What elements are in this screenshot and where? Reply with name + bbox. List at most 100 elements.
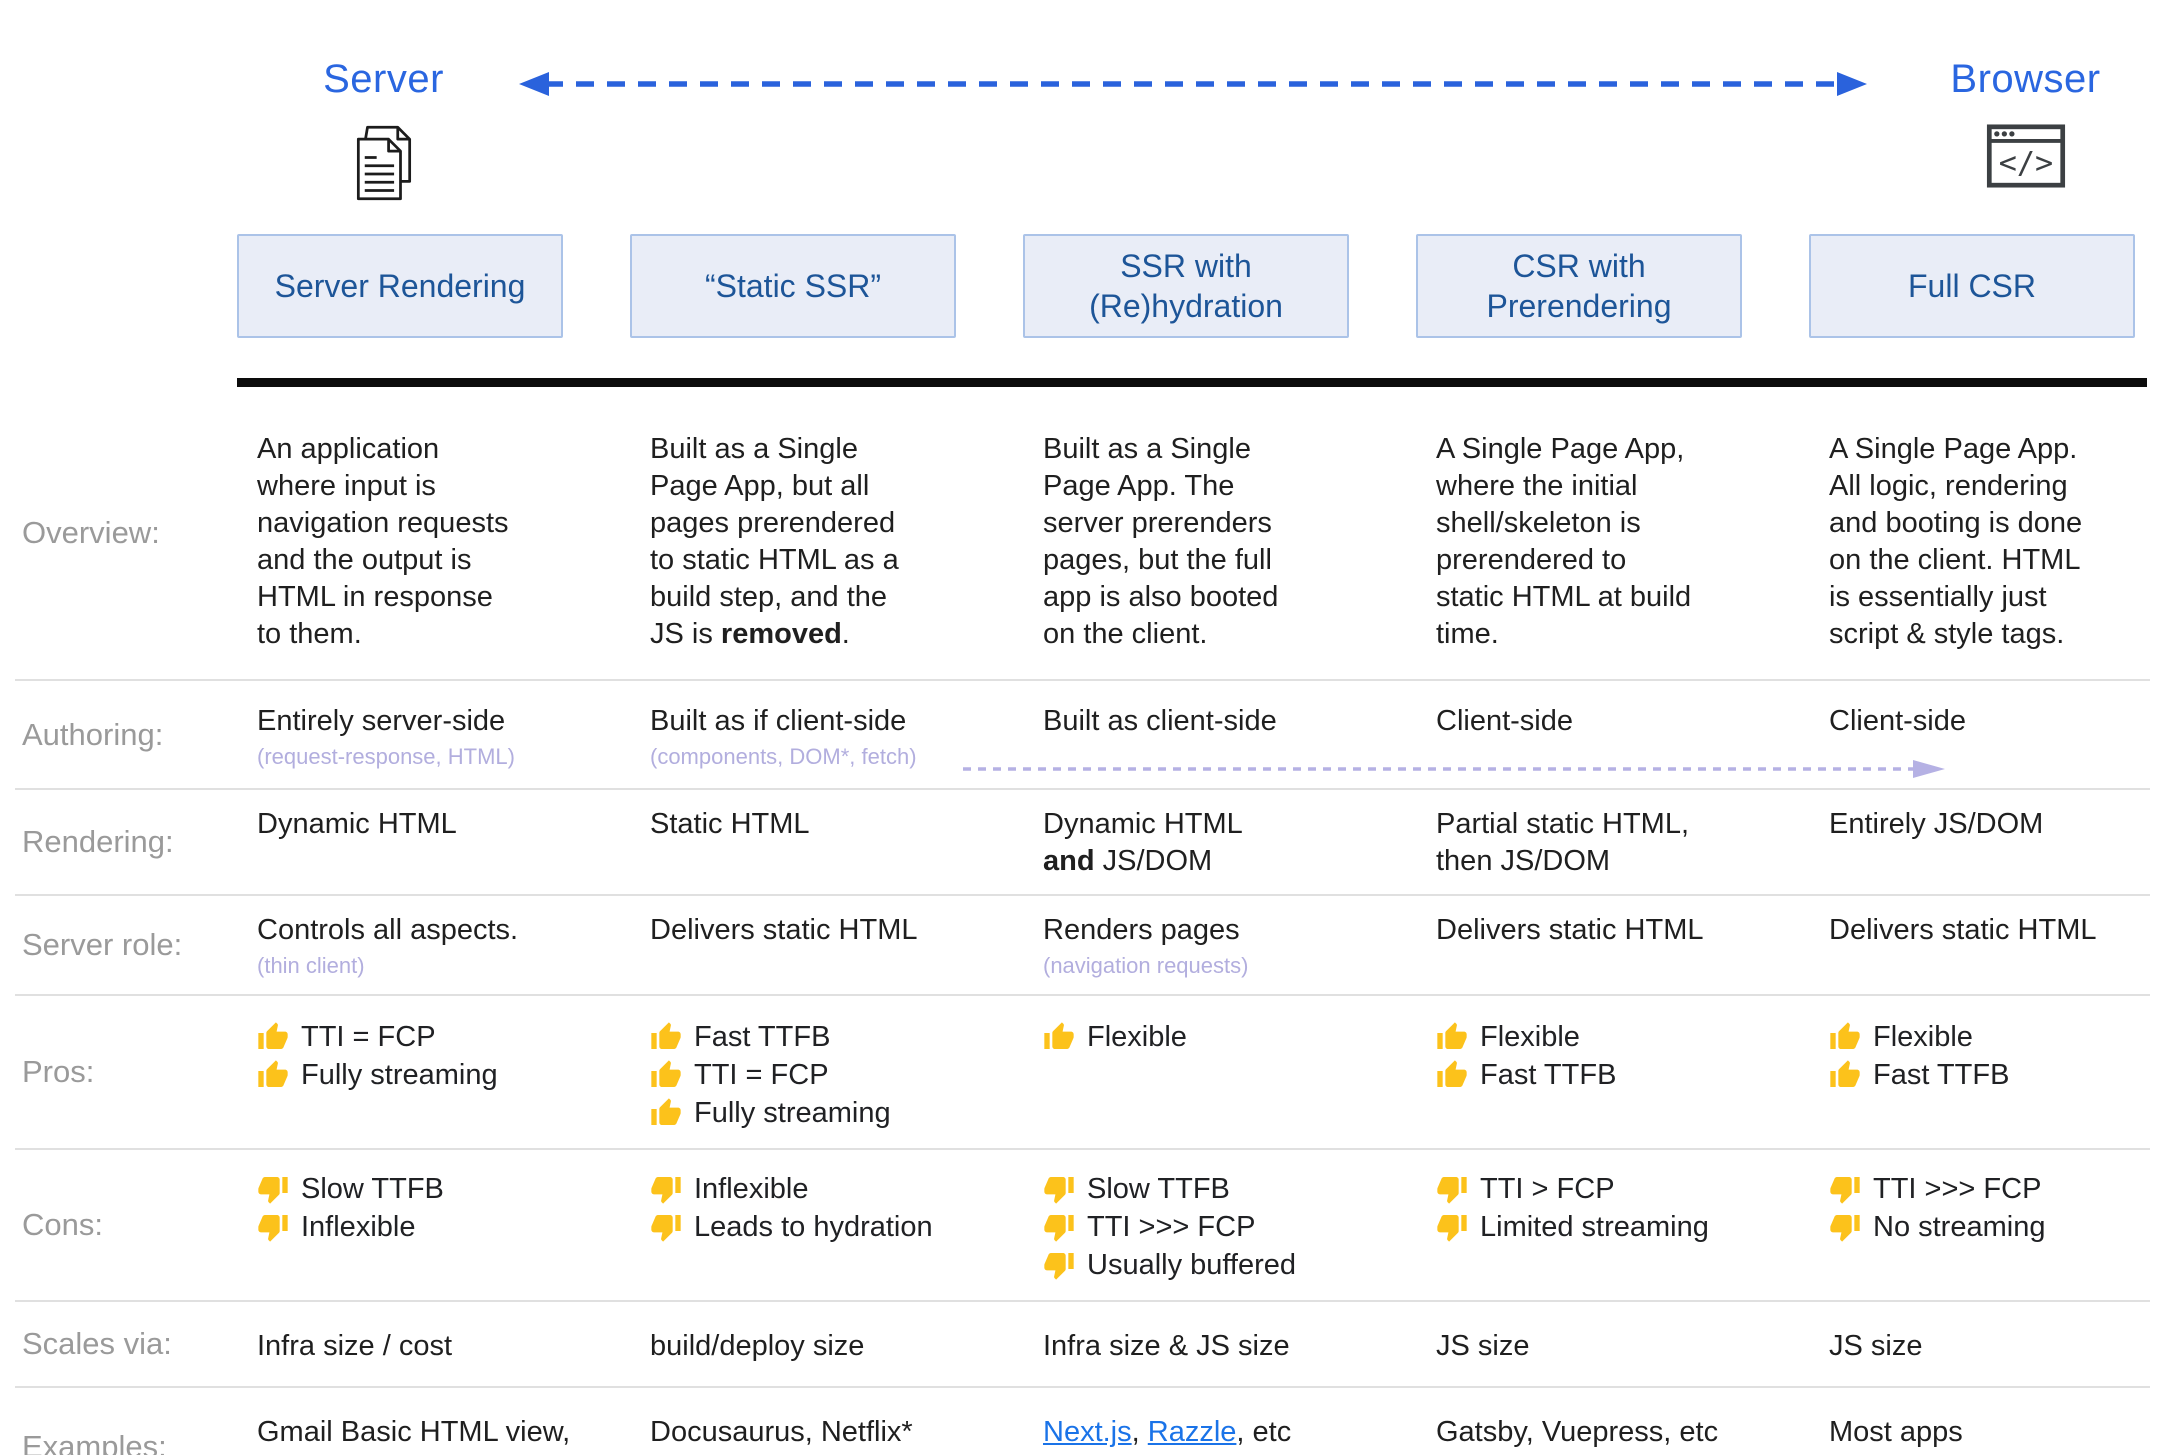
thumbs-up-icon	[258, 1060, 288, 1087]
examples-static-ssr: Docusaurus, Netflix*	[650, 1416, 913, 1448]
thumbs-up-icon	[258, 1022, 288, 1049]
scales-full-csr: JS size	[1829, 1330, 1923, 1362]
pro-item: Fully streaming	[257, 1058, 588, 1092]
thumbs-down-icon	[1437, 1215, 1467, 1242]
thumbs-down-icon	[651, 1215, 681, 1242]
rendering-full-csr: Entirely JS/DOM	[1829, 808, 2044, 840]
row-label-pros: Pros:	[22, 1054, 95, 1089]
pro-item: Flexible	[1829, 1020, 2108, 1054]
authoring-static-ssr: Built as if client-side	[650, 705, 907, 737]
nextjs-link[interactable]: Next.js	[1043, 1416, 1132, 1448]
pro-item: TTI = FCP	[257, 1020, 588, 1054]
thumbs-down-icon	[1044, 1215, 1074, 1242]
con-item: TTI > FCP	[1436, 1172, 1767, 1206]
rendering-server-rendering: Dynamic HTML	[257, 808, 457, 840]
pro-item: Fast TTFB	[1829, 1058, 2108, 1092]
column-header-csr-prerendering: CSR with Prerendering	[1416, 234, 1742, 338]
axis-row: Server Browser </>	[15, 0, 2150, 202]
thumbs-down-icon	[1437, 1177, 1467, 1204]
authoring-static-ssr-note: (components, DOM*, fetch)	[650, 744, 917, 769]
con-item: Limited streaming	[1436, 1210, 1767, 1244]
pro-item: Fast TTFB	[650, 1020, 981, 1054]
column-header-server-rendering: Server Rendering	[237, 234, 563, 338]
authoring-full-csr: Client-side	[1829, 705, 1966, 737]
examples-row: Examples: Gmail Basic HTML view, Hacker …	[15, 1388, 2150, 1455]
thumbs-down-icon	[1044, 1177, 1074, 1204]
examples-csr-prerendering: Gatsby, Vuepress, etc	[1436, 1416, 1719, 1448]
row-label-authoring: Authoring:	[22, 716, 164, 752]
server-browser-axis-arrow	[519, 72, 1867, 96]
examples-server-rendering: Gmail Basic HTML view, Hacker News	[257, 1416, 571, 1455]
rendering-static-ssr: Static HTML	[650, 808, 810, 840]
con-item: No streaming	[1829, 1210, 2108, 1244]
column-header-ssr-rehydration: SSR with (Re)hydration	[1023, 234, 1349, 338]
con-item: Inflexible	[257, 1210, 588, 1244]
thumbs-down-icon	[258, 1177, 288, 1204]
con-item: TTI >>> FCP	[1829, 1172, 2108, 1206]
pro-item: TTI = FCP	[650, 1058, 981, 1092]
scales-server-rendering: Infra size / cost	[257, 1330, 453, 1362]
rendering-csr-prerendering: Partial static HTML, then JS/DOM	[1436, 808, 1689, 877]
row-label-cons: Cons:	[22, 1207, 103, 1242]
thumbs-down-icon	[1044, 1253, 1074, 1280]
thumbs-up-icon	[1044, 1022, 1074, 1049]
server-role-static-ssr: Delivers static HTML	[650, 914, 918, 946]
thumbs-up-icon	[1437, 1060, 1467, 1087]
con-item: Leads to hydration	[650, 1210, 981, 1244]
overview-static-ssr: Built as a Single Page App, but all page…	[650, 433, 899, 650]
server-role-row: Server role: Controls all aspects. (thin…	[15, 896, 2150, 996]
pro-item: Flexible	[1043, 1020, 1374, 1054]
rendering-ssr-rehydration: Dynamic HTML and JS/DOM	[1043, 808, 1243, 877]
authoring-csr-prerendering: Client-side	[1436, 705, 1573, 737]
server-role-csr-prerendering: Delivers static HTML	[1436, 914, 1704, 946]
overview-server-rendering: An application where input is navigation…	[257, 433, 509, 650]
con-item: Inflexible	[650, 1172, 981, 1206]
thumbs-down-icon	[651, 1177, 681, 1204]
thumbs-down-icon	[258, 1215, 288, 1242]
server-role-server-rendering-note: (thin client)	[257, 953, 365, 978]
row-label-overview: Overview:	[22, 515, 160, 550]
table-top-rule	[237, 378, 2147, 387]
con-item: TTI >>> FCP	[1043, 1210, 1374, 1244]
thumbs-up-icon	[1830, 1022, 1860, 1049]
column-header-static-ssr: “Static SSR”	[630, 234, 956, 338]
thumbs-up-icon	[1830, 1060, 1860, 1087]
row-label-server-role: Server role:	[22, 927, 183, 962]
thumbs-up-icon	[651, 1022, 681, 1049]
overview-row: Overview: An application where input is …	[15, 387, 2150, 681]
con-item: Slow TTFB	[257, 1172, 588, 1206]
documents-icon	[356, 125, 411, 201]
overview-csr-prerendering: A Single Page App, where the initial she…	[1436, 433, 1692, 650]
overview-ssr-rehydration: Built as a Single Page App. The server p…	[1043, 433, 1279, 650]
scales-ssr-rehydration: Infra size & JS size	[1043, 1330, 1290, 1362]
row-label-rendering: Rendering:	[22, 824, 174, 859]
razzle-link[interactable]: Razzle	[1147, 1416, 1237, 1448]
rendering-row: Rendering: Dynamic HTML Static HTML Dyna…	[15, 790, 2150, 896]
browser-axis-label: Browser	[1950, 57, 2101, 101]
pro-item: Fully streaming	[650, 1096, 981, 1130]
scales-via-row: Scales via: Infra size / cost build/depl…	[15, 1302, 2150, 1388]
svg-text:</>: </>	[1998, 146, 2052, 181]
authoring-ssr-rehydration: Built as client-side	[1043, 705, 1277, 737]
scales-static-ssr: build/deploy size	[650, 1330, 865, 1362]
thumbs-up-icon	[651, 1098, 681, 1125]
server-axis-label: Server	[323, 57, 444, 101]
client-side-trend-arrow	[963, 760, 1945, 778]
row-label-examples: Examples:	[22, 1429, 167, 1455]
thumbs-down-icon	[1830, 1215, 1860, 1242]
thumbs-down-icon	[1830, 1177, 1860, 1204]
cons-row: Cons: Slow TTFB Inflexible Inflexible Le…	[15, 1150, 2150, 1302]
browser-window-icon: </>	[1986, 124, 2065, 188]
row-label-scales-via: Scales via:	[22, 1326, 172, 1361]
pro-item: Fast TTFB	[1436, 1058, 1767, 1092]
overview-full-csr: A Single Page App. All logic, rendering …	[1829, 433, 2083, 650]
authoring-server-rendering: Entirely server-side	[257, 705, 506, 737]
thumbs-up-icon	[1437, 1022, 1467, 1049]
column-header-full-csr: Full CSR	[1809, 234, 2135, 338]
examples-ssr-rehydration: Next.js, Razzle, etc	[1043, 1416, 1292, 1448]
con-item: Usually buffered	[1043, 1248, 1374, 1282]
examples-full-csr: Most apps	[1829, 1416, 1963, 1448]
pro-item: Flexible	[1436, 1020, 1767, 1054]
column-headers: Server Rendering “Static SSR” SSR with (…	[15, 234, 2150, 338]
